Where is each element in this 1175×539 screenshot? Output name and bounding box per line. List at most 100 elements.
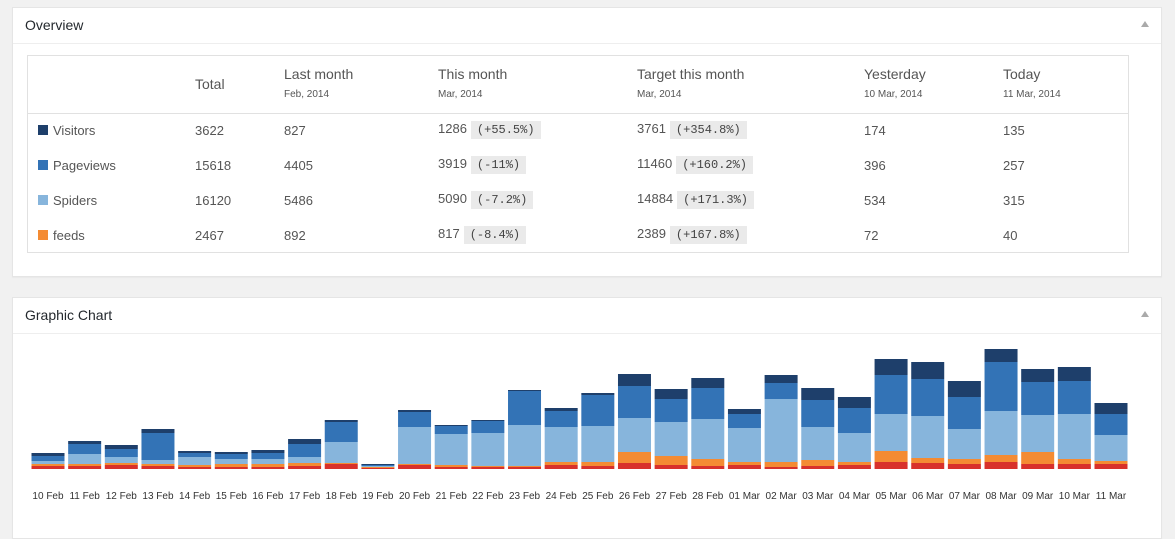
- bar-segment: [471, 420, 505, 421]
- bar-segment: [837, 408, 871, 433]
- bar-segment: [801, 388, 835, 400]
- stat-cell: 4405: [284, 158, 313, 173]
- bar-segment: [837, 397, 871, 408]
- bar-segment: [654, 389, 688, 399]
- bar-segment: [837, 465, 871, 469]
- column-header: Total: [195, 76, 225, 92]
- bar-segment: [1021, 464, 1055, 469]
- bar-segment: [837, 433, 871, 462]
- bar-segment: [434, 465, 468, 467]
- bar-segment: [324, 420, 358, 422]
- bar-segment: [1094, 435, 1128, 461]
- stat-cell: 892: [284, 228, 306, 243]
- bar-segment: [251, 453, 285, 459]
- stat-cell: 174: [864, 123, 886, 138]
- bar-segment: [471, 466, 505, 467]
- bar-segment: [508, 390, 542, 391]
- bar-segment: [1057, 381, 1091, 414]
- bar-segment: [471, 421, 505, 433]
- bar-segment: [288, 439, 322, 444]
- bar-segment: [801, 460, 835, 466]
- x-tick-label: 16 Feb: [252, 491, 284, 502]
- bar-segment: [288, 466, 322, 469]
- legend-swatch: [38, 125, 48, 135]
- panel-title: Overview: [25, 17, 84, 33]
- bar-segment: [68, 464, 102, 466]
- stat-value: 3622: [195, 123, 224, 138]
- bar-segment: [434, 467, 468, 469]
- change-badge: (+167.8%): [669, 226, 747, 244]
- bar-segment: [581, 466, 615, 469]
- bar-segment: [544, 427, 578, 462]
- stat-cell: 315: [1003, 193, 1025, 208]
- bar-segment: [764, 462, 798, 467]
- stat-cell: 15618: [195, 158, 231, 173]
- change-badge: (+171.3%): [677, 191, 754, 209]
- x-tick-label: 23 Feb: [509, 491, 541, 502]
- bar-segment: [104, 445, 138, 449]
- bar-segment: [31, 456, 65, 461]
- legend-swatch: [38, 195, 48, 205]
- bar-segment: [251, 464, 285, 467]
- bar-segment: [471, 433, 505, 466]
- bar-segment: [764, 375, 798, 383]
- bar-segment: [874, 414, 908, 451]
- bar-segment: [31, 453, 65, 456]
- bar-segment: [31, 464, 65, 466]
- bar-segment: [288, 463, 322, 466]
- x-tick-label: 06 Mar: [912, 491, 944, 502]
- bar-segment: [178, 457, 212, 465]
- bar-segment: [1021, 452, 1055, 464]
- bar-segment: [544, 465, 578, 469]
- stat-cell: 16120: [195, 193, 231, 208]
- bar-segment: [947, 397, 981, 429]
- stat-value: 5486: [284, 193, 313, 208]
- bar-segment: [874, 462, 908, 469]
- stat-cell: 14884 (+171.3%): [637, 191, 754, 209]
- stat-value: 15618: [195, 158, 232, 173]
- collapse-toggle[interactable]: [1141, 21, 1149, 27]
- bar-segment: [68, 466, 102, 469]
- bar-segment: [398, 412, 432, 427]
- stat-cell: 5090 (-7.2%): [438, 191, 534, 209]
- bar-segment: [178, 467, 212, 469]
- bar-segment: [1057, 459, 1091, 464]
- collapse-toggle[interactable]: [1141, 311, 1149, 317]
- bar-segment: [874, 359, 908, 375]
- bar-segment: [544, 408, 578, 411]
- change-badge: (+354.8%): [669, 121, 747, 139]
- bar-segment: [727, 462, 761, 465]
- x-tick-label: 19 Feb: [362, 491, 394, 502]
- bar-segment: [911, 463, 945, 469]
- bar-segment: [581, 393, 615, 395]
- bar-segment: [727, 465, 761, 469]
- column-subheader: Mar, 2014: [438, 89, 483, 100]
- column-subheader: 11 Mar, 2014: [1003, 89, 1061, 100]
- bar-segment: [727, 414, 761, 428]
- column-header: Today: [1003, 66, 1041, 82]
- bar-segment: [911, 362, 945, 379]
- bar-segment: [654, 422, 688, 456]
- x-tick-label: 22 Feb: [472, 491, 504, 502]
- bar-segment: [727, 409, 761, 414]
- column-header: Yesterday: [864, 66, 926, 82]
- bar-segment: [141, 466, 175, 469]
- bar-segment: [251, 467, 285, 469]
- change-badge: (-7.2%): [470, 191, 534, 209]
- x-tick-label: 24 Feb: [546, 491, 578, 502]
- bar-segment: [104, 449, 138, 457]
- x-tick-label: 09 Mar: [1022, 491, 1054, 502]
- x-tick-label: 27 Feb: [656, 491, 688, 502]
- stat-cell: 1286 (+55.5%): [438, 121, 541, 139]
- bar-segment: [801, 466, 835, 469]
- bar-segment: [1094, 464, 1128, 469]
- legend-swatch: [38, 160, 48, 170]
- bar-segment: [214, 454, 248, 459]
- stat-cell: 3761 (+354.8%): [637, 121, 747, 139]
- stat-cell: 5486: [284, 193, 313, 208]
- bar-segment: [361, 466, 395, 467]
- bar-segment: [361, 468, 395, 469]
- bar-segment: [764, 399, 798, 462]
- stat-cell: 827: [284, 123, 306, 138]
- bar-segment: [508, 466, 542, 467]
